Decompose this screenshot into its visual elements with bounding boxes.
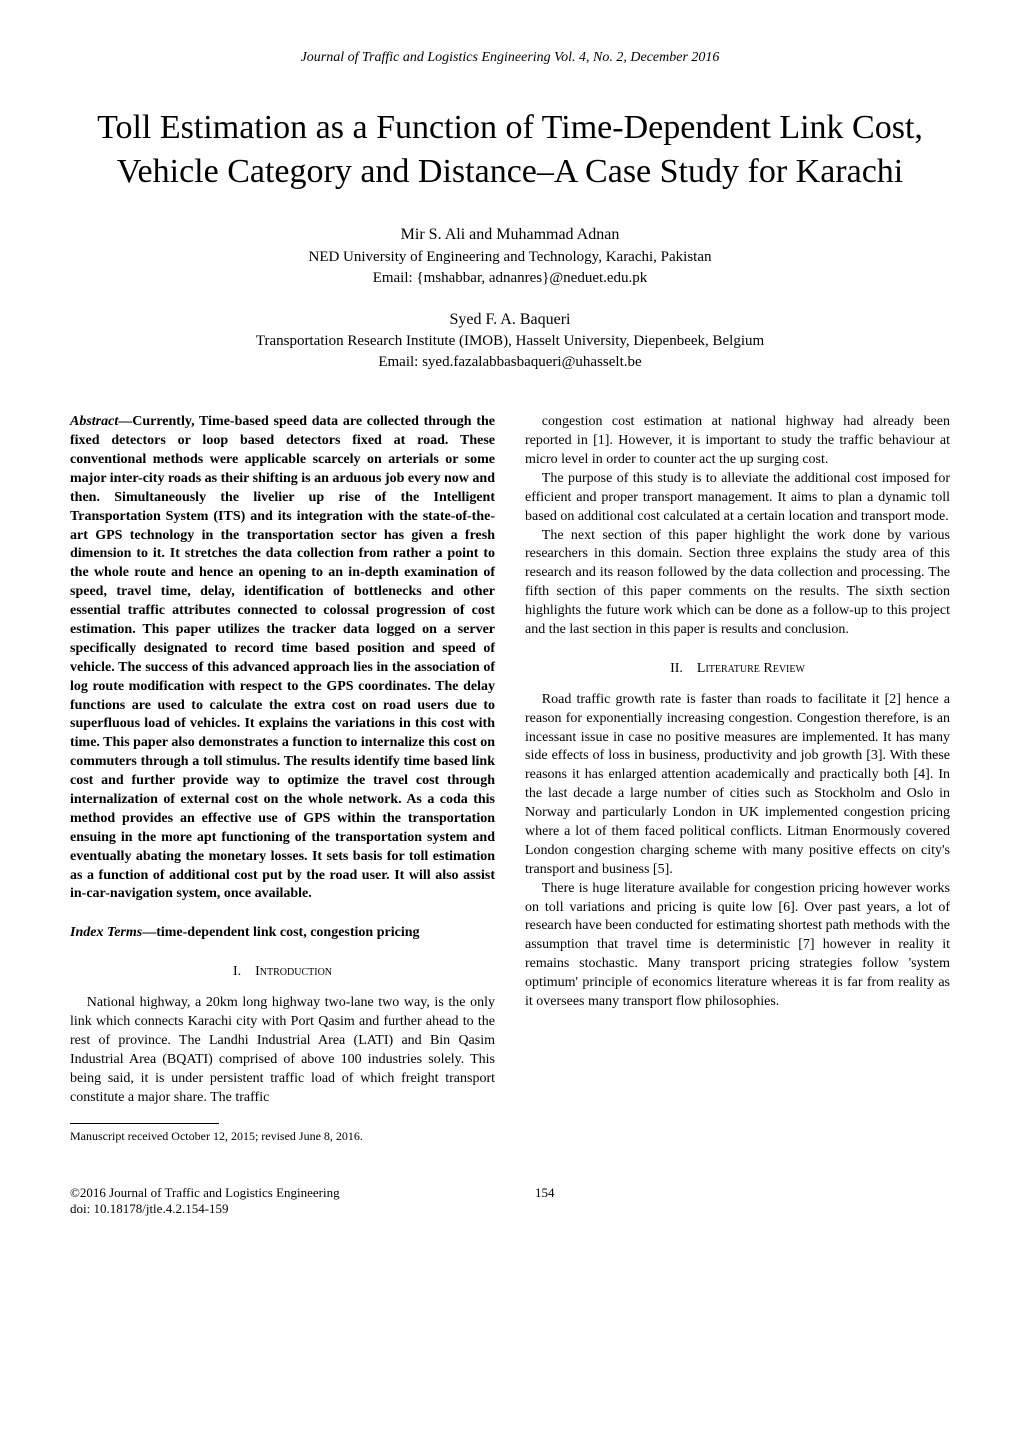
abstract-dash: —: [118, 414, 132, 429]
authors-block-2: Syed F. A. Baqueri Transportation Resear…: [70, 309, 950, 373]
section-num-intro: I.: [233, 964, 241, 979]
left-column: Abstract—Currently, Time-based speed dat…: [70, 413, 495, 1144]
journal-header: Journal of Traffic and Logistics Enginee…: [70, 50, 950, 66]
section-heading-lit: II. Literature Review: [525, 660, 950, 679]
email-2: Email: syed.fazalabbasbaqueri@uhasselt.b…: [70, 352, 950, 373]
intro-para-4: The next section of this paper highlight…: [525, 527, 950, 640]
abstract: Abstract—Currently, Time-based speed dat…: [70, 413, 495, 904]
section-title-lit: Literature Review: [697, 661, 805, 676]
paper-title: Toll Estimation as a Function of Time-De…: [70, 106, 950, 194]
affiliation-2: Transportation Research Institute (IMOB)…: [70, 331, 950, 352]
index-terms-text: time-dependent link cost, congestion pri…: [156, 925, 419, 940]
author-names-2: Syed F. A. Baqueri: [70, 309, 950, 331]
spacer: [70, 904, 495, 924]
section-num-lit: II.: [670, 661, 683, 676]
intro-para-1: National highway, a 20km long highway tw…: [70, 994, 495, 1107]
authors-block-1: Mir S. Ali and Muhammad Adnan NED Univer…: [70, 224, 950, 288]
copyright: ©2016 Journal of Traffic and Logistics E…: [70, 1185, 340, 1201]
email-1: Email: {mshabbar, adnanres}@neduet.edu.p…: [70, 268, 950, 289]
page-footer: ©2016 Journal of Traffic and Logistics E…: [70, 1185, 950, 1217]
intro-para-2: congestion cost estimation at national h…: [525, 413, 950, 470]
lit-para-2: There is huge literature available for c…: [525, 880, 950, 1012]
doi: doi: 10.18178/jtle.4.2.154-159: [70, 1201, 340, 1217]
abstract-label: Abstract: [70, 414, 118, 429]
index-terms-dash: —: [142, 925, 156, 940]
author-names-1: Mir S. Ali and Muhammad Adnan: [70, 224, 950, 246]
abstract-text: Currently, Time-based speed data are col…: [70, 414, 495, 901]
index-terms: Index Terms—time-dependent link cost, co…: [70, 924, 495, 943]
footnote-separator: [70, 1123, 219, 1124]
footer-right-spacer: [750, 1185, 950, 1217]
page-number: 154: [535, 1185, 555, 1217]
two-column-body: Abstract—Currently, Time-based speed dat…: [70, 413, 950, 1144]
affiliation-1: NED University of Engineering and Techno…: [70, 247, 950, 268]
footer-left: ©2016 Journal of Traffic and Logistics E…: [70, 1185, 340, 1217]
right-column: congestion cost estimation at national h…: [525, 413, 950, 1144]
manuscript-footnote: Manuscript received October 12, 2015; re…: [70, 1128, 495, 1144]
lit-para-1: Road traffic growth rate is faster than …: [525, 691, 950, 880]
intro-para-3: The purpose of this study is to alleviat…: [525, 470, 950, 527]
section-title-intro: Introduction: [255, 964, 332, 979]
section-heading-intro: I. Introduction: [70, 963, 495, 982]
index-terms-label: Index Terms: [70, 925, 142, 940]
